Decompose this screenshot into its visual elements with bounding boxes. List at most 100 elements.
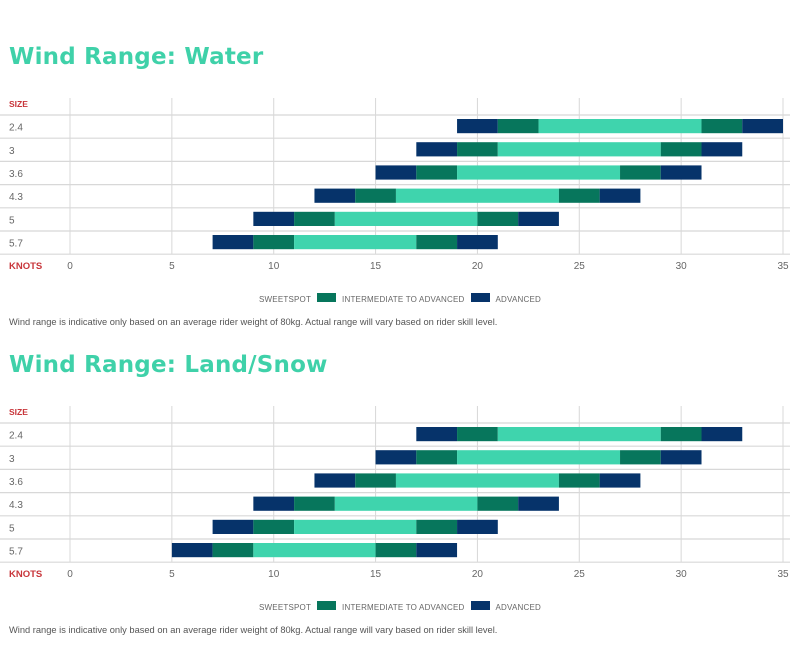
range-bar-2.4 xyxy=(457,119,783,134)
x-tick-label: 20 xyxy=(472,569,484,580)
range-bar-5.7 xyxy=(212,235,498,250)
bar-segment-sweetspot xyxy=(497,427,661,442)
x-tick-label: 30 xyxy=(676,261,688,272)
legend-swatch-intermediate xyxy=(317,601,337,610)
bar-segment-intermediate-to-advanced xyxy=(294,211,335,226)
bar-segment-intermediate-to-advanced xyxy=(620,450,661,465)
bar-segment-intermediate-to-advanced xyxy=(416,519,458,534)
bar-segment-advanced xyxy=(416,427,458,442)
category-label: 2.4 xyxy=(9,431,23,442)
bar-segment-intermediate-to-advanced xyxy=(416,235,458,250)
legend-swatch-advanced xyxy=(470,601,490,610)
bar-segment-advanced xyxy=(742,119,783,134)
category-label: 4.3 xyxy=(9,500,23,511)
bar-segment-sweetspot xyxy=(457,165,621,180)
bar-segment-advanced xyxy=(518,496,559,511)
bar-segment-sweetspot xyxy=(395,188,559,203)
bar-segment-intermediate-to-advanced xyxy=(457,142,498,157)
bar-segment-advanced xyxy=(416,142,458,157)
range-bar-5 xyxy=(253,211,559,226)
bar-segment-intermediate-to-advanced xyxy=(558,188,600,203)
land-snow-legend: SWEETSPOT INTERMEDIATE TO ADVANCED ADVANCE… xyxy=(0,601,800,612)
x-tick-label: 30 xyxy=(676,569,688,580)
y-axis-label: SIZE xyxy=(9,407,28,417)
water-chart-svg: SIZE 2.4 3 3.6 4.3 5 5.7 KNOTS 0 5 10 15 20 25 30 35 xyxy=(0,98,790,272)
x-axis-label: KNOTS xyxy=(9,261,42,272)
bar-segment-advanced xyxy=(253,496,295,511)
water-chart-title: Wind Range: Water xyxy=(9,44,264,70)
bar-segment-intermediate-to-advanced xyxy=(497,119,539,134)
bar-segment-advanced xyxy=(416,543,458,558)
bar-segment-sweetspot xyxy=(497,142,661,157)
x-tick-label: 35 xyxy=(777,261,789,272)
bar-segment-intermediate-to-advanced xyxy=(253,235,295,250)
range-bar-5.7 xyxy=(171,543,458,558)
bar-segment-sweetspot xyxy=(294,235,417,250)
bar-segment-intermediate-to-advanced xyxy=(416,165,458,180)
bar-segment-intermediate-to-advanced xyxy=(558,473,600,488)
x-tick-label: 0 xyxy=(67,261,73,272)
category-label: 4.3 xyxy=(9,192,23,203)
legend-intermediate: INTERMEDIATE TO ADVANCED xyxy=(342,295,465,304)
range-bar-2.4 xyxy=(416,427,743,442)
bar-segment-advanced xyxy=(660,165,702,180)
legend-swatch-intermediate xyxy=(317,293,337,302)
range-bar-3 xyxy=(416,142,743,157)
water-wind-range-chart: SIZE 2.4 3 3.6 4.3 5 5.7 KNOTS 0 5 10 15 20 25 30 35 xyxy=(0,95,800,275)
bar-segment-advanced xyxy=(253,211,295,226)
bar-segment-advanced xyxy=(701,427,743,442)
legend-intermediate: INTERMEDIATE TO ADVANCED xyxy=(342,603,465,612)
bar-segment-sweetspot xyxy=(294,519,417,534)
bar-segment-advanced xyxy=(518,211,559,226)
bar-segment-intermediate-to-advanced xyxy=(477,211,519,226)
bar-segment-sweetspot xyxy=(334,496,478,511)
bar-segment-intermediate-to-advanced xyxy=(212,543,254,558)
range-bar-3.6 xyxy=(314,473,641,488)
bar-segment-intermediate-to-advanced xyxy=(660,427,702,442)
bar-segment-advanced xyxy=(375,165,417,180)
x-tick-label: 5 xyxy=(169,569,175,580)
bar-segment-intermediate-to-advanced xyxy=(294,496,335,511)
legend-advanced: ADVANCED xyxy=(495,603,541,612)
bar-segment-intermediate-to-advanced xyxy=(660,142,702,157)
category-label: 3 xyxy=(9,146,15,157)
category-label: 3.6 xyxy=(9,169,23,180)
category-label: 5 xyxy=(9,523,15,534)
x-tick-label: 0 xyxy=(67,569,73,580)
bar-segment-intermediate-to-advanced xyxy=(477,496,519,511)
bar-segment-advanced xyxy=(701,142,743,157)
x-tick-label: 15 xyxy=(370,569,382,580)
bar-segment-advanced xyxy=(375,450,417,465)
x-tick-label: 10 xyxy=(268,261,280,272)
category-label: 3 xyxy=(9,454,15,465)
bar-segment-advanced xyxy=(599,473,641,488)
bar-segment-advanced xyxy=(457,119,498,134)
bar-segment-sweetspot xyxy=(538,119,702,134)
category-label: 5.7 xyxy=(9,547,23,558)
bar-segment-intermediate-to-advanced xyxy=(375,543,417,558)
bar-segment-intermediate-to-advanced xyxy=(416,450,458,465)
x-tick-label: 25 xyxy=(574,569,586,580)
range-bar-3.6 xyxy=(375,165,702,180)
bar-segment-sweetspot xyxy=(253,543,376,558)
x-tick-label: 10 xyxy=(268,569,280,580)
legend-advanced: ADVANCED xyxy=(495,295,541,304)
category-label: 2.4 xyxy=(9,123,23,134)
y-axis-label: SIZE xyxy=(9,99,28,109)
bar-segment-advanced xyxy=(171,543,213,558)
bar-segment-advanced xyxy=(660,450,702,465)
bar-segment-advanced xyxy=(212,519,254,534)
x-tick-label: 5 xyxy=(169,261,175,272)
range-bar-4.3 xyxy=(314,188,641,203)
legend-sweetspot: SWEETSPOT xyxy=(259,603,312,612)
bar-segment-advanced xyxy=(457,235,498,250)
range-bar-3 xyxy=(375,450,702,465)
bar-segment-advanced xyxy=(457,519,498,534)
bar-segment-advanced xyxy=(212,235,254,250)
category-label: 5.7 xyxy=(9,239,23,250)
legend-swatch-advanced xyxy=(470,293,490,302)
bar-segment-intermediate-to-advanced xyxy=(355,188,396,203)
x-tick-label: 35 xyxy=(777,569,789,580)
bar-segment-sweetspot xyxy=(395,473,559,488)
land-snow-chart-svg: SIZE 2.4 3 3.6 4.3 5 5.7 KNOTS 0 5 10 15 20 25 30 35 xyxy=(0,406,790,580)
